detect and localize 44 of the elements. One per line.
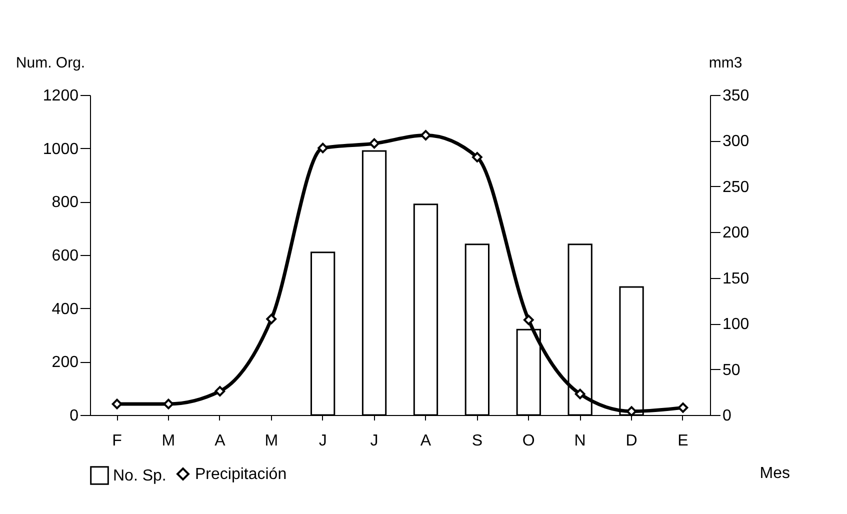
y2-tick-label: 0 (722, 408, 732, 424)
y2-tick-label: 200 (722, 224, 750, 242)
x-tick-label: M (162, 432, 176, 450)
point (574, 388, 586, 400)
legend-label: No. Sp. (113, 468, 166, 484)
y-tick-label: 1000 (42, 140, 79, 158)
x-tick-label: J (370, 432, 378, 450)
point (472, 152, 482, 162)
point (163, 398, 174, 410)
x-tick-label: O (522, 432, 535, 450)
y-tick-label: 600 (52, 248, 79, 264)
y2-tick-label: 100 (722, 316, 750, 334)
legend-label: Precipitación (195, 466, 287, 483)
y2-tick-label: 50 (722, 362, 740, 379)
x-axis-title: Mes (760, 465, 790, 482)
x-tick-label: A (214, 432, 226, 450)
point (214, 386, 226, 396)
y2-tick-label: 150 (722, 270, 750, 288)
y-axis-title: Num. Org. (16, 54, 86, 72)
point (678, 402, 688, 413)
point (626, 406, 637, 417)
point (523, 314, 534, 326)
x-tick-label: F (112, 432, 122, 450)
x-tick-label: J (318, 432, 327, 450)
y2-tick-label: 250 (722, 178, 750, 196)
y2-tick-label: 300 (722, 133, 750, 150)
y-tick-label: 800 (52, 194, 79, 212)
y2-axis-title: mm3 (708, 54, 742, 72)
y-tick-label: 1200 (42, 88, 79, 104)
x-tick-label: N (574, 432, 586, 450)
x-tick-label: E (678, 432, 688, 450)
y-tick-label: 400 (52, 300, 79, 318)
point (420, 130, 431, 140)
x-tick-label: A (420, 432, 432, 450)
x-tick-label: D (626, 432, 638, 450)
y2-tick-label: 350 (722, 88, 750, 104)
x-tick-label: M (264, 432, 278, 450)
point (112, 398, 122, 410)
y-tick-label: 200 (52, 354, 79, 372)
point (318, 142, 328, 154)
point (266, 314, 277, 324)
y-tick-label: 0 (70, 408, 79, 424)
x-tick-label: S (472, 432, 483, 450)
point (369, 138, 380, 149)
